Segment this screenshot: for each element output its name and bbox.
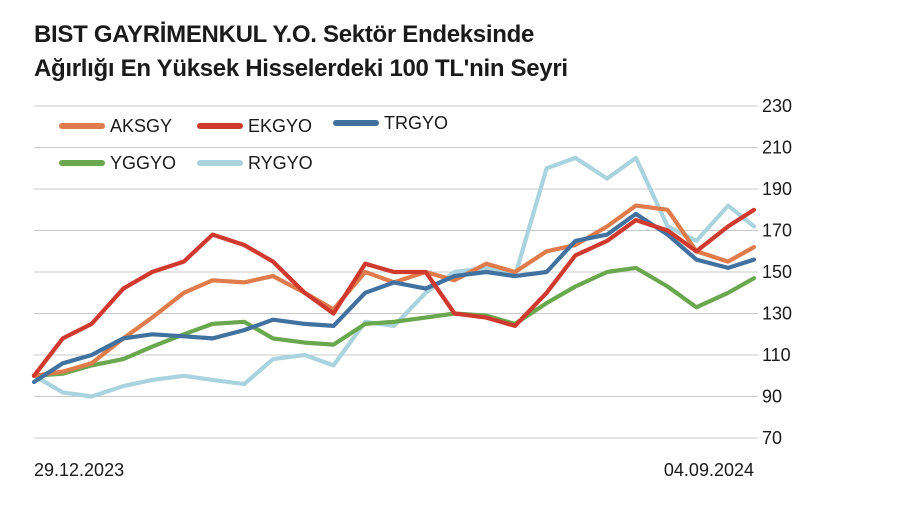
legend-label-trgyo: TRGYO [384, 113, 448, 133]
y-tick-label: 70 [762, 428, 782, 448]
y-tick-label: 150 [762, 262, 792, 282]
series-line-trgyo [31, 211, 757, 385]
legend-label-rygyo: RYGYO [248, 153, 313, 173]
y-tick-label: 210 [762, 138, 792, 158]
y-tick-label: 190 [762, 179, 792, 199]
series-line-yggyo [31, 265, 757, 378]
y-tick-label: 90 [762, 387, 782, 407]
series-line-rygyo [31, 155, 757, 399]
chart-title-line-2: Ağırlığı En Yüksek Hisselerdeki 100 TL'n… [34, 55, 568, 82]
y-tick-label: 170 [762, 221, 792, 241]
x-end-label: 04.09.2024 [664, 460, 754, 480]
chart-title: BIST GAYRİMENKUL Y.O. Sektör Endeksinde … [34, 18, 568, 86]
legend-label-ekgyo: EKGYO [248, 116, 312, 136]
series-lines [31, 155, 757, 399]
legend-label-aksgy: AKSGY [110, 116, 172, 136]
x-start-label: 29.12.2023 [34, 460, 124, 480]
series-line-ekgyo [31, 207, 757, 378]
chart-title-line-1: BIST GAYRİMENKUL Y.O. Sektör Endeksinde [34, 21, 534, 48]
y-tick-label: 110 [762, 345, 791, 365]
legend-label-yggyo: YGGYO [110, 153, 176, 173]
y-axis-ticks: 230 210 190 170 150 130 110 90 70 [762, 96, 792, 448]
y-tick-label: 230 [762, 96, 792, 116]
legend: AKSGY EKGYO TRGYO YGGYO RYGYO [59, 113, 448, 173]
y-tick-label: 130 [762, 304, 792, 324]
